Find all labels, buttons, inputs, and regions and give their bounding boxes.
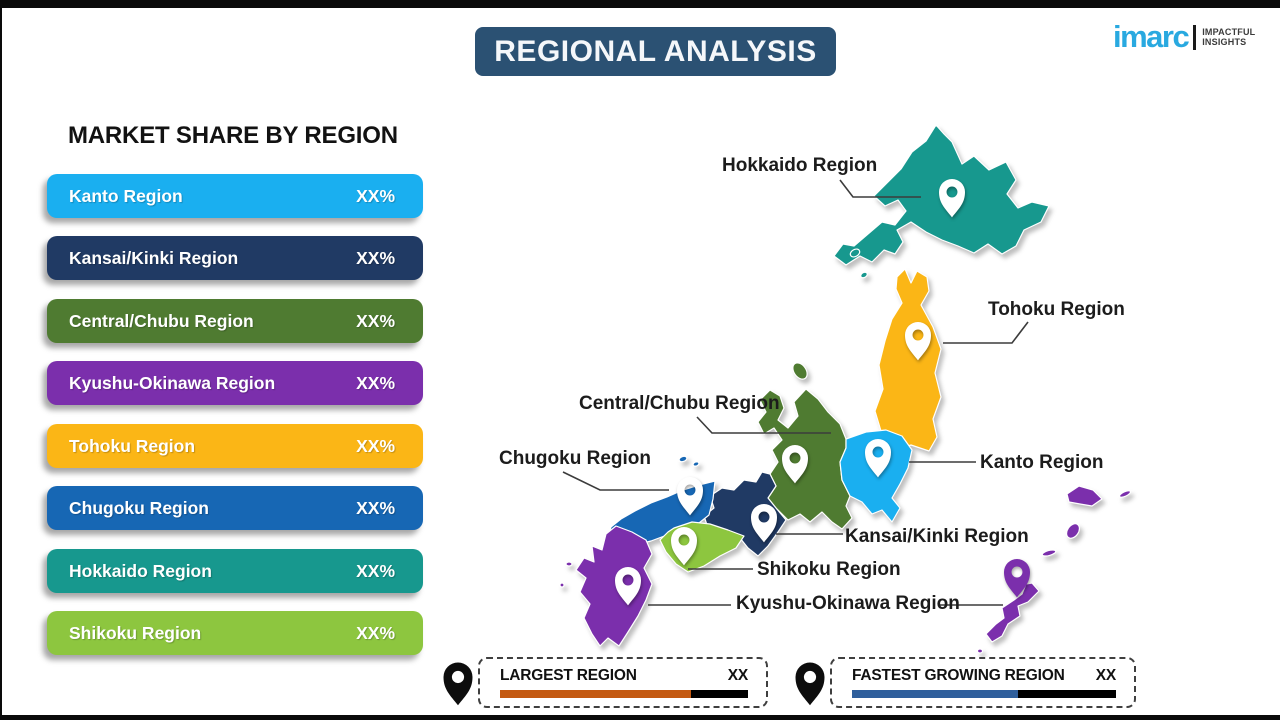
region-bar-value: XX%: [356, 622, 395, 643]
map-label-kanto: Kanto Region: [980, 452, 1104, 473]
region-kyushu-shape: [575, 525, 653, 647]
okinawa-island-dash: [1041, 549, 1057, 557]
okinawa-island-small: [1065, 523, 1081, 539]
legend-fastest-growing-region: FASTEST GROWING REGION XX: [830, 657, 1136, 708]
region-bar-value: XX%: [356, 185, 395, 206]
legend-largest-value: XX: [727, 667, 748, 684]
map-pin-icon-chugoku: [677, 477, 703, 516]
legend-bar-black-segment: [690, 690, 748, 698]
map-label-hokkaido: Hokkaido Region: [722, 155, 878, 176]
legend-fastest-bar: [852, 690, 1116, 698]
pin-shape: [443, 662, 473, 706]
region-bar-label: Tohoku Region: [69, 435, 196, 456]
region-bar-value: XX%: [356, 372, 395, 393]
map-pin-icon-shikoku: [671, 527, 697, 566]
map-pin-icon-kyushu: [615, 567, 641, 606]
logo-tagline-line2: INSIGHTS: [1202, 37, 1247, 47]
leader-tohoku: [943, 321, 1029, 344]
hokkaido-small-island: [849, 248, 861, 258]
map-label-kyushu: Kyushu-Okinawa Region: [736, 593, 960, 614]
page-title: REGIONAL ANALYSIS: [475, 27, 836, 76]
map-label-chugoku: Chugoku Region: [499, 448, 651, 469]
okinawa-island-small: [976, 648, 984, 654]
region-bar-value: XX%: [356, 247, 395, 268]
legend-largest-label: LARGEST REGION: [500, 667, 637, 684]
page-title-text: REGIONAL ANALYSIS: [494, 34, 817, 68]
imarc-logo: imarc IMPACTFUL INSIGHTS: [1113, 19, 1255, 54]
imarc-logo-text: imarc: [1113, 19, 1190, 54]
okinawa-island-dash: [1118, 490, 1132, 498]
map-pin-icon-kanto: [865, 439, 891, 478]
region-share-bar: Kansai/Kinki Region XX%: [47, 236, 423, 280]
bottom-border-bar: [0, 715, 1280, 720]
region-bar-label: Hokkaido Region: [69, 560, 212, 581]
map-pin-icon-okinawa: [1004, 559, 1030, 598]
region-share-bar: Hokkaido Region XX%: [47, 549, 423, 593]
logo-tagline-line1: IMPACTFUL: [1202, 27, 1256, 37]
map-pin-icon-hokkaido: [939, 179, 965, 218]
region-share-bar: Tohoku Region XX%: [47, 424, 423, 468]
legend-largest-region: LARGEST REGION XX: [478, 657, 768, 708]
legend-bar-colored-segment: [852, 690, 1019, 698]
map-label-shikoku: Shikoku Region: [757, 559, 901, 580]
region-bar-value: XX%: [356, 435, 395, 456]
region-share-bar: Kyushu-Okinawa Region XX%: [47, 361, 423, 405]
region-share-bar: Central/Chubu Region XX%: [47, 299, 423, 343]
legend-fastest-label: FASTEST GROWING REGION: [852, 667, 1065, 684]
region-bar-label: Kyushu-Okinawa Region: [69, 372, 276, 393]
region-share-bar: Shikoku Region XX%: [47, 611, 423, 655]
logo-divider: [1193, 24, 1197, 50]
region-bar-value: XX%: [356, 310, 395, 331]
sado-island: [792, 362, 808, 380]
location-pin-icon: [443, 662, 473, 706]
region-bar-value: XX%: [356, 497, 395, 518]
kyushu-small-island: [565, 561, 573, 567]
label-leader-lines: [562, 179, 1029, 606]
oki-island: [692, 461, 700, 467]
oki-island: [678, 455, 688, 463]
region-tohoku-shape: [874, 268, 942, 452]
region-share-bar: Chugoku Region XX%: [47, 486, 423, 530]
legend-bar-colored-segment: [500, 690, 691, 698]
map-label-kansai: Kansai/Kinki Region: [845, 526, 1029, 547]
region-bar-label: Central/Chubu Region: [69, 310, 254, 331]
region-bar-label: Kansai/Kinki Region: [69, 247, 239, 268]
leader-hokkaido: [839, 179, 921, 198]
region-bar-label: Shikoku Region: [69, 622, 202, 643]
legend-largest-bar: [500, 690, 748, 698]
location-pin-icon: [795, 662, 825, 706]
kyushu-small-island: [559, 582, 565, 588]
leader-chugoku: [562, 471, 669, 491]
logo-tagline: IMPACTFUL INSIGHTS: [1202, 27, 1255, 47]
top-border-bar: [0, 0, 1280, 8]
region-kanto-shape: [839, 429, 913, 523]
leader-chubu: [696, 416, 831, 434]
amami-islands: [1066, 485, 1103, 507]
region-bar-label: Chugoku Region: [69, 497, 209, 518]
map-pin-icon-chubu: [782, 445, 808, 484]
map-pin-icon-kansai: [751, 504, 777, 543]
legend-bar-black-segment: [1018, 690, 1116, 698]
left-border-bar: [0, 0, 2, 720]
map-label-tohoku: Tohoku Region: [988, 299, 1125, 320]
region-bar-value: XX%: [356, 560, 395, 581]
okinawa-main-island: [985, 582, 1040, 643]
pin-shape: [795, 662, 825, 706]
region-share-bar: Kanto Region XX%: [47, 174, 423, 218]
map-pin-icon-tohoku: [905, 322, 931, 361]
hokkaido-small-island: [860, 271, 868, 279]
map-pins: [615, 179, 1030, 606]
region-bar-label: Kanto Region: [69, 185, 183, 206]
market-share-heading: MARKET SHARE BY REGION: [68, 122, 398, 149]
map-label-chubu: Central/Chubu Region: [579, 393, 780, 414]
japan-map-svg: [559, 124, 1132, 670]
legend-fastest-value: XX: [1095, 667, 1116, 684]
